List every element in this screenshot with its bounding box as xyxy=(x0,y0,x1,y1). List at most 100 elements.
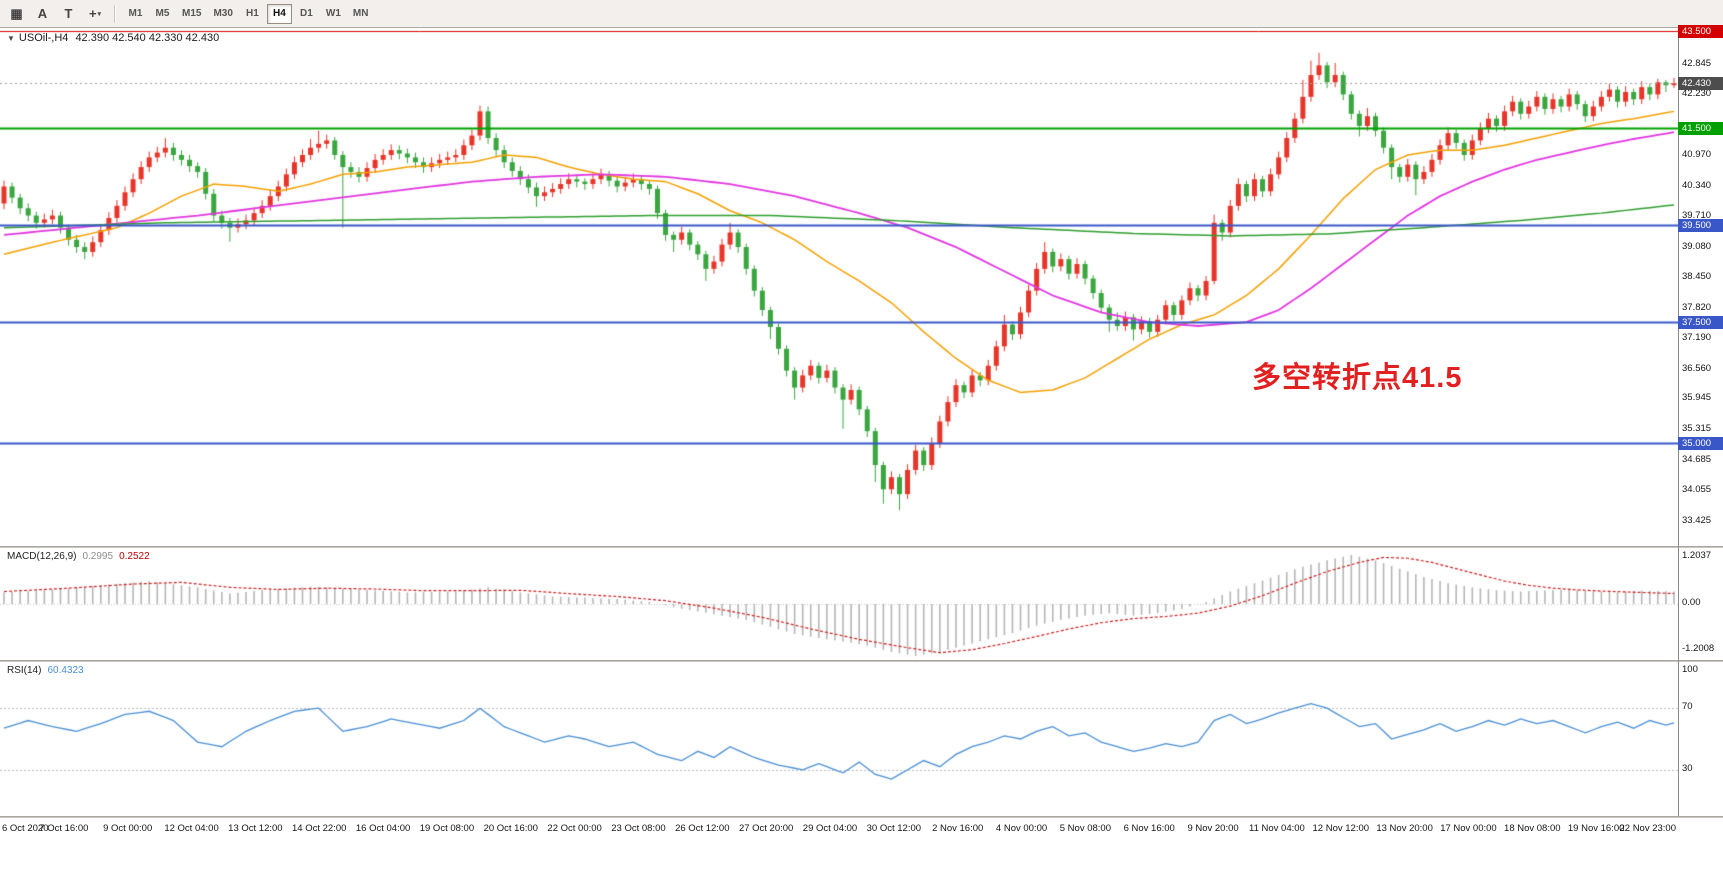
text-tool[interactable]: T xyxy=(56,3,82,25)
macd-canvas[interactable] xyxy=(0,548,1678,660)
rsi-label: RSI(14) 60.4323 xyxy=(7,665,84,676)
time-label: 6 Nov 16:00 xyxy=(1123,823,1175,834)
time-label: 9 Oct 00:00 xyxy=(103,823,153,834)
time-label: 17 Nov 00:00 xyxy=(1440,823,1497,834)
time-label: 20 Oct 16:00 xyxy=(483,823,538,834)
text-label-tool[interactable]: A xyxy=(30,3,56,25)
macd-signal-value: 0.2522 xyxy=(119,551,150,562)
chart-window-icon[interactable]: ▦ xyxy=(4,3,30,25)
price-tick: 33.425 xyxy=(1682,514,1712,526)
price-tick: 42.845 xyxy=(1682,58,1712,70)
macd-main-value: 0.2995 xyxy=(82,551,114,562)
timeframe-w1[interactable]: W1 xyxy=(321,4,346,24)
time-label: 29 Oct 04:00 xyxy=(802,823,858,834)
timeframe-h1[interactable]: H1 xyxy=(240,4,265,24)
price-tick: 40.970 xyxy=(1682,149,1712,160)
timeframe-m15[interactable]: M15 xyxy=(177,4,206,24)
rsi-canvas[interactable] xyxy=(0,662,1678,816)
current-price-tag: 42.430 xyxy=(1678,76,1723,90)
price-tick: 39.710 xyxy=(1682,210,1712,222)
pane-separator[interactable] xyxy=(0,660,1723,662)
dropdown-triangle-icon: ▼ xyxy=(7,34,15,43)
pane-separator xyxy=(0,816,1723,818)
price-tick: 37.190 xyxy=(1682,332,1712,344)
hline-price-label: 35.000 xyxy=(1682,437,1712,449)
tag-43500: 43.500 xyxy=(1678,24,1723,38)
time-label: 22 Nov 23:00 xyxy=(1619,823,1676,834)
toolbar: ▦ A T + ▾ M1 M5 M15 M30 H1 H4 D1 W1 MN xyxy=(0,0,1723,28)
timeframe-mn[interactable]: MN xyxy=(348,4,374,24)
time-label: 4 Nov 00:00 xyxy=(995,823,1048,834)
time-label: 30 Oct 12:00 xyxy=(866,823,922,834)
time-label: 19 Oct 08:00 xyxy=(419,823,475,834)
price-tick: 34.055 xyxy=(1682,484,1712,496)
tag-41500: 41.500 xyxy=(1678,121,1723,135)
macd-label: MACD(12,26,9) 0.2995 0.2522 xyxy=(7,551,150,562)
timeframe-m30[interactable]: M30 xyxy=(208,4,237,24)
price-tick: 39.080 xyxy=(1682,240,1712,252)
price-tick: 34.685 xyxy=(1682,453,1712,465)
time-label: 13 Nov 20:00 xyxy=(1376,823,1433,834)
drawing-tools: ▦ A T + ▾ xyxy=(4,3,108,25)
price-tick: 36.560 xyxy=(1682,362,1712,374)
price-tick: 35.315 xyxy=(1682,423,1712,434)
time-label: 9 Nov 20:00 xyxy=(1187,823,1239,834)
time-label: 22 Oct 00:00 xyxy=(547,823,602,834)
time-label: 6 Oct 2020 xyxy=(2,823,49,834)
time-label: 16 Oct 04:00 xyxy=(355,823,411,834)
crosshair-tool[interactable]: + ▾ xyxy=(82,3,108,25)
time-label: 13 Oct 12:00 xyxy=(228,823,283,834)
timeframe-m5[interactable]: M5 xyxy=(150,4,175,24)
ohlc-values: 42.390 42.540 42.330 42.430 xyxy=(75,32,220,44)
price-tick: 42.230 xyxy=(1682,87,1712,99)
time-label: 14 Oct 22:00 xyxy=(292,823,347,834)
time-label: 18 Nov 08:00 xyxy=(1504,823,1561,834)
rsi-axis-label: 70 xyxy=(1682,701,1693,712)
timeframe-d1[interactable]: D1 xyxy=(294,4,319,24)
tag-37500: 37.500 xyxy=(1678,315,1723,329)
macd-axis-label: 1.2037 xyxy=(1682,550,1712,561)
symbol-label: USOil-,H4 xyxy=(18,32,69,44)
time-label: 11 Nov 04:00 xyxy=(1249,823,1305,834)
hline-price-label: 39.500 xyxy=(1682,219,1712,231)
price-tick: 37.820 xyxy=(1682,301,1712,313)
price-tick: 35.945 xyxy=(1682,392,1712,404)
hline-price-label: 43.500 xyxy=(1682,25,1712,37)
macd-axis-label: 0.00 xyxy=(1682,597,1701,608)
timeframe-h4[interactable]: H4 xyxy=(266,3,292,24)
rsi-value: 60.4323 xyxy=(47,665,84,676)
time-label: 12 Oct 04:00 xyxy=(164,823,219,834)
toolbar-separator xyxy=(114,4,116,23)
tool-glyph-icon: T xyxy=(64,6,73,21)
tool-glyph-icon: A xyxy=(37,6,48,21)
tool-glyph-icon: + xyxy=(88,6,97,21)
tool-glyph-icon: ▦ xyxy=(10,6,23,21)
main-chart-canvas[interactable] xyxy=(0,29,1678,546)
time-label: 19 Nov 16:00 xyxy=(1567,823,1625,834)
pane-separator[interactable] xyxy=(0,546,1723,548)
price-axis-border xyxy=(1678,29,1679,816)
time-label: 12 Nov 12:00 xyxy=(1312,823,1370,834)
time-label: 23 Oct 08:00 xyxy=(611,823,666,834)
tag-35000: 35.000 xyxy=(1678,436,1723,450)
price-tick: 38.450 xyxy=(1682,271,1712,283)
timeframe-m1[interactable]: M1 xyxy=(123,4,148,24)
macd-name: MACD(12,26,9) xyxy=(7,551,77,562)
hline-price-label: 37.500 xyxy=(1682,316,1712,328)
time-label: 5 Nov 08:00 xyxy=(1059,823,1111,834)
price-tick: 40.340 xyxy=(1682,179,1712,191)
tag-39500: 39.500 xyxy=(1678,218,1723,232)
time-label: 2 Nov 16:00 xyxy=(932,823,984,834)
annotation-text[interactable]: 多空转折点41.5 xyxy=(1252,362,1463,394)
chart-title: ▼ USOil-,H4 42.390 42.540 42.330 42.430 xyxy=(7,32,219,44)
rsi-name: RSI(14) xyxy=(7,665,42,676)
macd-axis-label: -1.2008 xyxy=(1682,643,1715,654)
rsi-axis-label: 30 xyxy=(1682,763,1693,774)
time-axis[interactable]: 6 Oct 2020 7 Oct 16:00 9 Oct 00:00 12 Oct 0… xyxy=(0,818,1723,848)
rsi-axis-label: 100 xyxy=(1682,664,1698,675)
time-label: 27 Oct 20:00 xyxy=(738,823,794,834)
timeframe-buttons: M1 M5 M15 M30 H1 H4 D1 W1 MN xyxy=(122,3,374,24)
time-label: 26 Oct 12:00 xyxy=(675,823,730,834)
hline-price-label: 41.500 xyxy=(1682,122,1712,134)
